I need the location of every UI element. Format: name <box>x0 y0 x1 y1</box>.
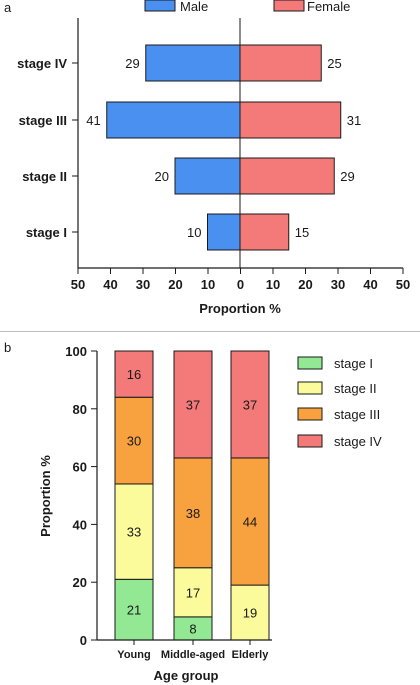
bar-female <box>239 213 290 251</box>
legend-label-male: Male <box>180 0 208 14</box>
legend-swatch-stage-iv <box>297 434 323 448</box>
bar-segment-stage-iv <box>114 350 154 398</box>
data-label-male: 41 <box>86 113 100 128</box>
category-label: stage I <box>26 225 67 240</box>
y-tick-label: 20 <box>73 575 87 590</box>
x-axis-title: Age group <box>154 668 219 683</box>
bar-female <box>239 101 342 139</box>
bar-female <box>239 157 335 195</box>
data-label: 38 <box>186 506 200 521</box>
chart-b: 21 33 30 16 Young 8 17 38 37 Middle-aged 19 44 37 Eld… <box>38 344 382 683</box>
category-label: stage III <box>19 113 67 128</box>
data-label: 37 <box>243 397 257 412</box>
data-label-female: 31 <box>347 113 361 128</box>
x-tick-label: 50 <box>71 277 85 292</box>
y-tick-label: 40 <box>73 517 87 532</box>
data-label: 17 <box>186 585 200 600</box>
data-label-male: 10 <box>187 225 201 240</box>
panel-a-letter: a <box>4 0 12 15</box>
bar-male <box>106 101 241 139</box>
bar-segment-stage-iii <box>114 396 154 485</box>
legend-label-stage-i: stage I <box>334 356 373 371</box>
bar-segment-stage-iii <box>173 457 213 569</box>
x-tick-label: 0 <box>237 277 244 292</box>
x-tick-label: 40 <box>363 277 377 292</box>
data-label-female: 25 <box>327 56 341 71</box>
y-tick-label: 80 <box>73 402 87 417</box>
legend-swatch-stage-ii <box>297 381 323 395</box>
data-label: 16 <box>127 367 141 382</box>
bar-male <box>207 213 241 251</box>
legend-swatch-male <box>144 0 176 12</box>
data-label: 44 <box>243 515 257 530</box>
data-label: 33 <box>127 525 141 540</box>
bar-segment-stage-ii <box>173 567 213 618</box>
x-tick-label: 40 <box>103 277 117 292</box>
x-tick-label: 30 <box>331 277 345 292</box>
bar-segment-stage-ii <box>230 584 270 641</box>
data-label-female: 29 <box>340 169 354 184</box>
bar-female <box>239 44 322 82</box>
legend-label-stage-iii: stage III <box>334 407 380 422</box>
x-category-label: Middle-aged <box>161 649 225 661</box>
bar-male <box>145 44 241 82</box>
legend-label-stage-ii: stage II <box>334 381 377 396</box>
data-label: 21 <box>127 603 141 618</box>
x-tick-label: 10 <box>266 277 280 292</box>
data-label: 19 <box>243 606 257 621</box>
legend-label-stage-iv: stage IV <box>334 434 382 449</box>
y-tick-label: 0 <box>80 633 87 648</box>
category-label: stage IV <box>17 56 67 71</box>
y-tick-label: 100 <box>65 344 87 359</box>
x-category-label: Elderly <box>232 649 270 661</box>
x-category-label: Young <box>117 649 150 661</box>
data-label-male: 20 <box>155 169 169 184</box>
data-label: 30 <box>127 434 141 449</box>
bar-segment-stage-ii <box>114 483 154 580</box>
y-axis-title: Proportion % <box>38 455 53 537</box>
x-tick-label: 20 <box>168 277 182 292</box>
y-tick-label: 60 <box>73 460 87 475</box>
legend-swatch-stage-iii <box>297 407 323 421</box>
legend-swatch-stage-i <box>297 356 323 370</box>
legend-label-female: Female <box>307 0 350 14</box>
bar-segment-stage-iv <box>230 350 270 459</box>
legend-swatch-female <box>273 0 305 12</box>
data-label: 8 <box>189 621 196 636</box>
bar-segment-stage-iii <box>230 457 270 586</box>
data-label-male: 29 <box>125 56 139 71</box>
bar-segment-stage-iv <box>173 350 213 459</box>
x-tick-label: 30 <box>136 277 150 292</box>
chart-a: Male Female 29 25 stage IV 41 31 stage III 20 29 s… <box>17 0 410 316</box>
data-label-female: 15 <box>295 225 309 240</box>
x-tick-label: 50 <box>396 277 410 292</box>
data-label: 37 <box>186 397 200 412</box>
bar-male <box>174 157 241 195</box>
x-tick-label: 10 <box>201 277 215 292</box>
category-label: stage II <box>22 169 67 184</box>
x-axis-title: Proportion % <box>199 301 281 316</box>
x-tick-label: 20 <box>298 277 312 292</box>
panel-b-letter: b <box>4 340 11 355</box>
